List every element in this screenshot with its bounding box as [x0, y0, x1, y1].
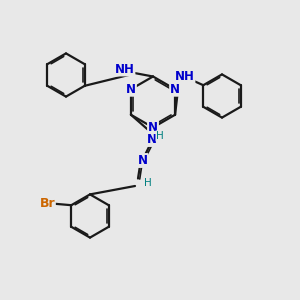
Text: N: N: [146, 133, 157, 146]
Text: H: H: [156, 131, 164, 141]
Text: N: N: [126, 83, 136, 96]
Text: N: N: [170, 83, 180, 96]
Text: N: N: [148, 121, 158, 134]
Text: N: N: [137, 154, 148, 167]
Text: NH: NH: [175, 70, 194, 83]
Text: H: H: [144, 178, 152, 188]
Text: NH: NH: [115, 62, 134, 76]
Text: Br: Br: [40, 197, 55, 210]
